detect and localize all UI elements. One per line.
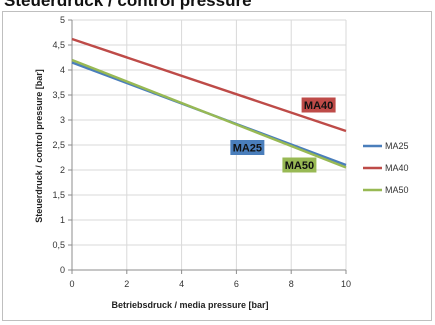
- legend-entry-ma40: MA40: [385, 163, 409, 173]
- y-tick-label: 0,5: [52, 240, 65, 250]
- x-tick-label: 10: [341, 279, 351, 289]
- x-tick-label: 2: [124, 279, 129, 289]
- x-tick-label: 0: [69, 279, 74, 289]
- x-tick-label: 4: [179, 279, 184, 289]
- data-label-ma50: MA50: [285, 160, 314, 172]
- y-tick-label: 3: [60, 115, 65, 125]
- x-tick-label: 6: [234, 279, 239, 289]
- y-tick-label: 4,5: [52, 40, 65, 50]
- y-tick-label: 5: [60, 15, 65, 25]
- data-label-ma40: MA40: [304, 100, 333, 112]
- axes: [68, 19, 347, 274]
- series-line-ma50: [71, 58, 347, 169]
- y-tick-label: 2,5: [52, 140, 65, 150]
- x-axis-title: Betriebsdruck / media pressure [bar]: [111, 300, 268, 310]
- y-tick-label: 3,5: [52, 90, 65, 100]
- data-label-box-ma40: [301, 97, 336, 113]
- data-label-ma25: MA25: [233, 143, 262, 155]
- y-tick-label: 0: [60, 265, 65, 275]
- series-lines: [71, 37, 347, 169]
- y-tick-label: 2: [60, 165, 65, 175]
- x-tick-label: 8: [289, 279, 294, 289]
- legend-entry-ma50: MA50: [385, 185, 409, 195]
- y-tick-label: 4: [60, 65, 65, 75]
- data-labels: MA40 MA25 MA50: [230, 97, 336, 173]
- x-tick-labels: 0 2 4 6 8 10: [69, 279, 351, 289]
- clipped-header-text: Steuerdruck / control pressure: [0, 0, 435, 12]
- y-tick-label: 1: [60, 215, 65, 225]
- data-label-box-ma50: [282, 157, 317, 173]
- y-tick-labels: 0 0,5 1 1,5 2 2,5 3 3,5 4 4,5 5: [52, 15, 65, 275]
- y-tick-label: 1,5: [52, 190, 65, 200]
- legend: MA25 MA40 MA50: [363, 141, 409, 195]
- series-line-ma40: [71, 37, 347, 133]
- y-axis-title: Steuerdruck / control pressure [bar]: [34, 69, 44, 223]
- legend-entry-ma25: MA25: [385, 141, 409, 151]
- gridlines: [72, 19, 347, 270]
- data-label-box-ma25: [230, 140, 265, 155]
- header-fragment: Steuerdruck / control pressure: [4, 0, 252, 10]
